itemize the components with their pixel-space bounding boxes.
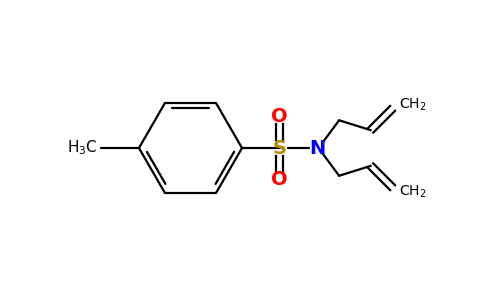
Text: O: O — [272, 170, 288, 189]
Text: N: N — [309, 139, 325, 158]
Text: CH$_2$: CH$_2$ — [398, 96, 426, 112]
Text: O: O — [272, 107, 288, 126]
Text: H$_3$C: H$_3$C — [67, 139, 97, 158]
Text: CH$_2$: CH$_2$ — [398, 183, 426, 200]
Text: S: S — [272, 139, 287, 158]
